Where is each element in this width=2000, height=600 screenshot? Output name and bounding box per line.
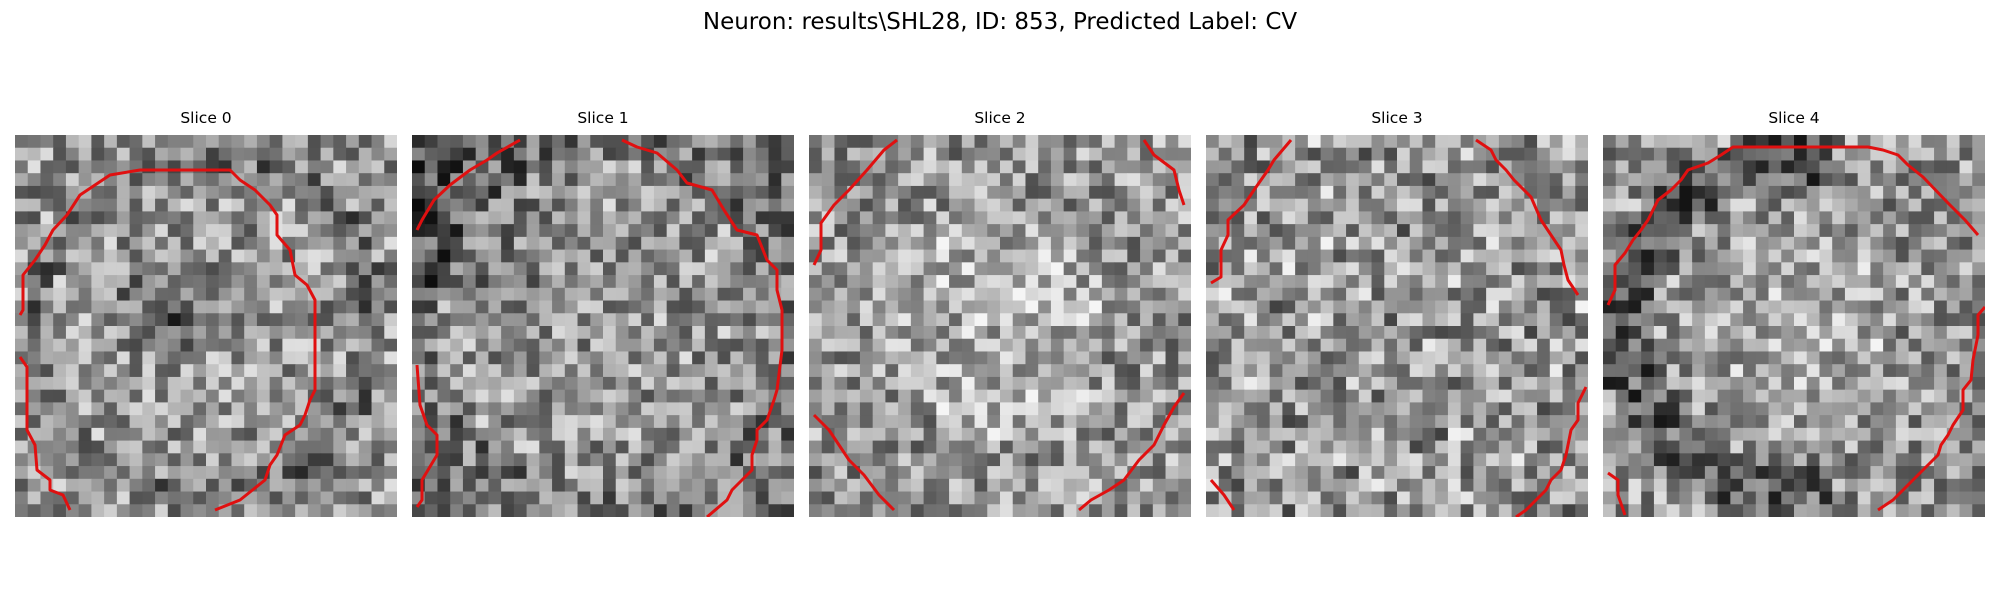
- slice-title-1: Slice 1: [577, 109, 629, 127]
- contour-line: [1078, 392, 1186, 512]
- slice-panel-0: Slice 0: [15, 107, 397, 519]
- slice-panel-2: Slice 2: [809, 107, 1191, 519]
- figure-title: Neuron: results\SHL28, ID: 853, Predicte…: [702, 9, 1298, 35]
- slice-image-0: [15, 135, 397, 517]
- contour-line: [18, 168, 317, 512]
- slice-image-2: [809, 135, 1191, 517]
- slice-panel-3: Slice 3: [1206, 107, 1588, 519]
- contour-line: [621, 138, 784, 517]
- contour-line: [1607, 471, 1627, 516]
- slice-image-1: [412, 135, 794, 517]
- slice-panel-1: Slice 1: [412, 107, 794, 519]
- contour-line: [1209, 479, 1236, 511]
- contour-line: [1210, 139, 1293, 285]
- contour-line: [18, 356, 72, 511]
- slice-title-0: Slice 0: [180, 109, 232, 127]
- slice-image-4: [1603, 135, 1985, 517]
- contour-line: [1142, 139, 1186, 206]
- contour-line: [415, 364, 439, 508]
- contour-line: [1877, 306, 1985, 512]
- slice-title-2: Slice 2: [974, 109, 1026, 127]
- contour-line: [1606, 145, 1980, 306]
- slice-panel-4: Slice 4: [1603, 107, 1985, 519]
- contour-line: [1515, 386, 1588, 517]
- slice-title-4: Slice 4: [1768, 109, 1820, 127]
- contour-line: [1475, 138, 1580, 296]
- slice-title-3: Slice 3: [1371, 109, 1423, 127]
- contour-line: [812, 413, 896, 512]
- contour-line: [415, 138, 521, 231]
- contour-line: [812, 138, 898, 266]
- slice-image-3: [1206, 135, 1588, 517]
